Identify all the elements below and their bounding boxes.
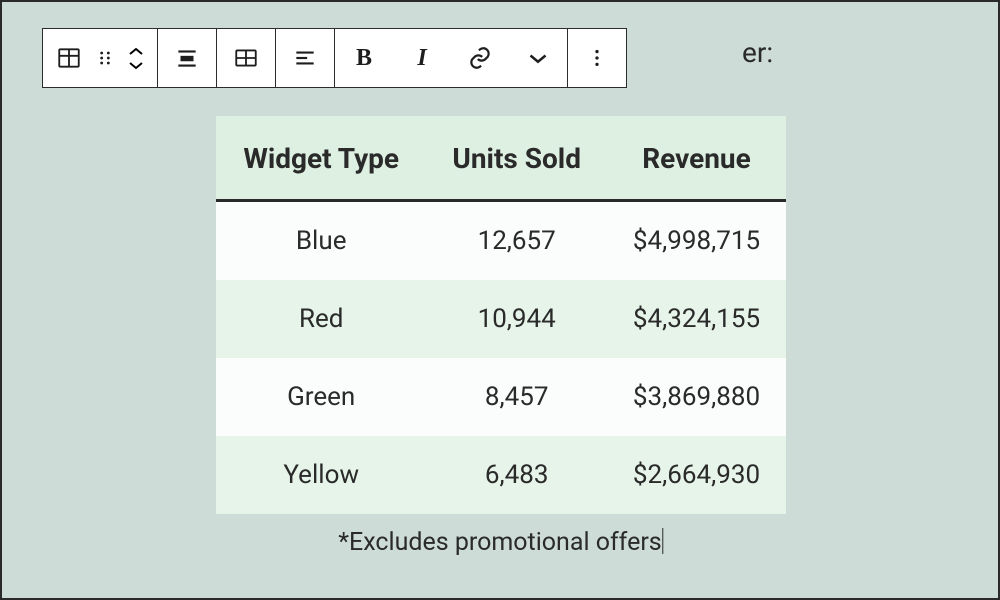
text-cursor [663,528,664,554]
table-cell[interactable]: 6,483 [426,436,607,514]
column-align-button[interactable] [276,29,334,87]
link-button[interactable] [451,29,509,87]
table-block-icon[interactable] [49,29,89,87]
table-cell[interactable]: $4,324,155 [607,280,786,358]
toolbar-group-edit-table [217,29,276,87]
table-caption[interactable]: *Excludes promotional offers [338,528,663,557]
table-row[interactable]: Red 10,944 $4,324,155 [216,280,786,358]
partial-heading-text: er: [742,36,773,69]
toolbar-group-align-block [158,29,217,87]
table-cell[interactable]: Green [216,358,426,436]
more-format-button[interactable] [509,29,567,87]
italic-button[interactable]: I [393,29,451,87]
table-cell[interactable]: 10,944 [426,280,607,358]
toolbar-group-options [568,29,626,87]
widget-sales-table[interactable]: Widget Type Units Sold Revenue Blue 12,6… [216,116,786,514]
data-table-block[interactable]: Widget Type Units Sold Revenue Blue 12,6… [216,116,786,557]
table-cell[interactable]: $2,664,930 [607,436,786,514]
table-cell[interactable]: $3,869,880 [607,358,786,436]
edit-table-button[interactable] [217,29,275,87]
align-block-button[interactable] [158,29,216,87]
move-up-down[interactable] [121,47,151,70]
toolbar-group-block [43,29,158,87]
col-header[interactable]: Revenue [607,116,786,201]
table-cell[interactable]: $4,998,715 [607,201,786,281]
table-row[interactable]: Green 8,457 $3,869,880 [216,358,786,436]
block-toolbar: B I [42,28,627,88]
toolbar-group-format: B I [335,29,568,87]
toolbar-group-col-align [276,29,335,87]
table-row[interactable]: Yellow 6,483 $2,664,930 [216,436,786,514]
table-cell[interactable]: 8,457 [426,358,607,436]
col-header[interactable]: Widget Type [216,116,426,201]
table-cell[interactable]: Blue [216,201,426,281]
chevron-up-icon[interactable] [128,47,144,57]
table-cell[interactable]: Yellow [216,436,426,514]
chevron-down-icon[interactable] [128,60,144,70]
table-header-row[interactable]: Widget Type Units Sold Revenue [216,116,786,201]
table-cell[interactable]: 12,657 [426,201,607,281]
bold-button[interactable]: B [335,29,393,87]
editor-canvas: er: [0,0,1000,600]
options-button[interactable] [568,29,626,87]
col-header[interactable]: Units Sold [426,116,607,201]
caption-text[interactable]: *Excludes promotional offers [338,528,661,557]
drag-handle-icon[interactable] [89,29,121,87]
table-cell[interactable]: Red [216,280,426,358]
table-row[interactable]: Blue 12,657 $4,998,715 [216,201,786,281]
